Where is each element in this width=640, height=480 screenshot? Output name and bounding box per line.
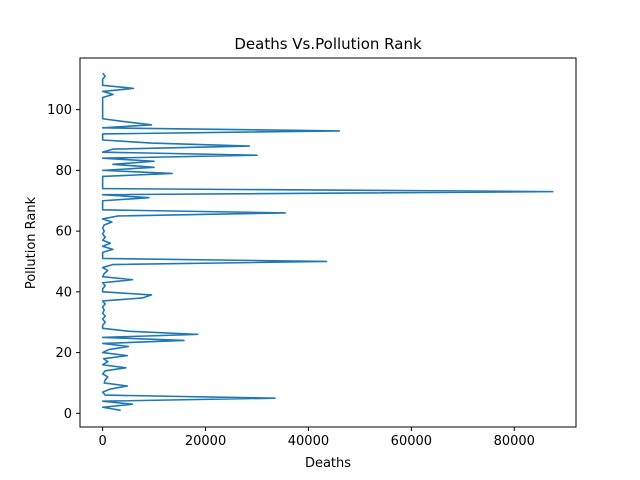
- x-tick-label: 0: [98, 434, 106, 449]
- x-axis-label: Deaths: [305, 456, 351, 471]
- y-tick-label: 20: [55, 346, 72, 361]
- y-tick-label: 100: [47, 103, 72, 118]
- y-tick-label: 80: [55, 164, 72, 179]
- chart-title: Deaths Vs.Pollution Rank: [234, 35, 422, 53]
- x-tick-label: 60000: [391, 434, 432, 449]
- y-tick-label: 0: [64, 407, 72, 422]
- series-line: [101, 72, 554, 412]
- axes-frame: [79, 57, 577, 428]
- x-tick-label: 80000: [494, 434, 535, 449]
- x-tick-label: 20000: [185, 434, 226, 449]
- axes: 0 20000 40000 60000 80000 0 20 40 60 80 100: [47, 57, 577, 449]
- x-tick-label: 40000: [288, 434, 329, 449]
- plot-area: [101, 72, 554, 412]
- y-tick-label: 40: [55, 285, 72, 300]
- y-axis-label: Pollution Rank: [24, 196, 39, 289]
- y-tick-label: 60: [55, 225, 72, 240]
